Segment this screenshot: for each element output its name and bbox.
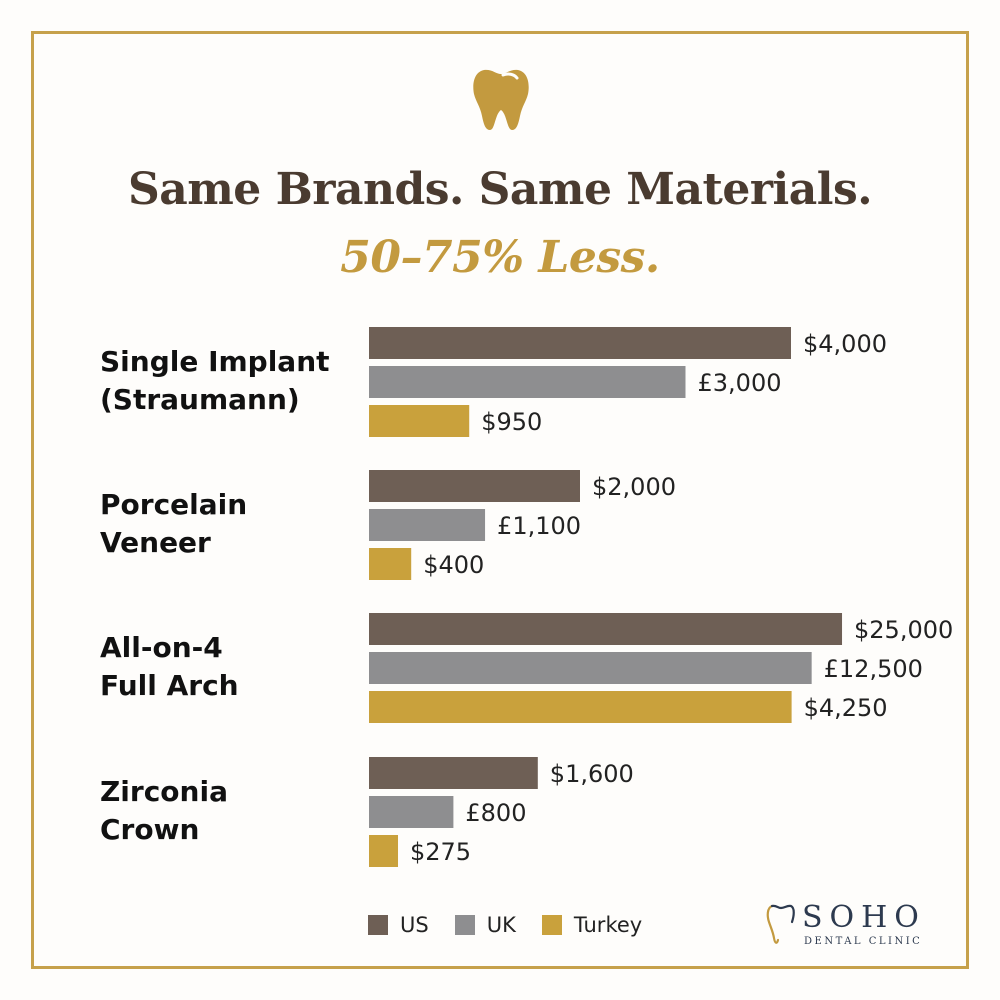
value-label-zirconia-crown-uk: £800 [465,799,526,827]
chart-subtitle: 50–75% Less. [340,232,660,283]
bar-single-implant-us [369,327,791,359]
value-label-all-on-4-us: $25,000 [854,616,953,644]
value-label-porcelain-veneer-turkey: $400 [423,551,484,579]
legend-swatch-us [368,915,388,935]
category-label-line: All-on-4 [100,631,223,664]
logo-subtitle: DENTAL CLINIC [804,936,923,947]
gold-border-frame [31,31,969,969]
category-label-line: Crown [100,813,199,846]
bar-zirconia-crown-turkey [369,835,399,867]
bar-single-implant-uk [369,366,686,398]
legend-label-turkey: Turkey [573,913,643,937]
bar-single-implant-turkey [369,405,470,437]
legend-item-us: US [368,913,429,937]
legend-item-turkey: Turkey [541,913,643,937]
category-label-zirconia-crown: Zirconia Crown [100,775,228,846]
category-label-single-implant: Single Implant (Straumann) [100,345,330,416]
category-label-all-on-4: All-on-4 Full Arch [100,631,239,702]
value-label-zirconia-crown-us: $1,600 [550,760,634,788]
category-label-line: Zirconia [100,775,228,808]
category-label-line: Porcelain [100,488,247,521]
soho-dental-logo: SOHO DENTAL CLINIC [764,900,954,950]
value-label-zirconia-crown-turkey: $275 [410,838,471,866]
category-label-line: Full Arch [100,669,239,702]
tooth-icon [473,69,529,130]
bar-zirconia-crown-us [369,757,538,789]
bar-porcelain-veneer-us [369,470,580,502]
value-label-porcelain-veneer-us: $2,000 [592,473,676,501]
chart-title: Same Brands. Same Materials. [127,164,873,215]
value-label-all-on-4-turkey: $4,250 [804,694,888,722]
bar-all-on-4-turkey [369,691,792,723]
bar-zirconia-crown-uk [369,796,454,828]
category-label-line: Veneer [100,526,211,559]
bar-porcelain-veneer-uk [369,509,486,541]
value-label-porcelain-veneer-uk: £1,100 [497,512,581,540]
chart-legend: US UK Turkey [368,913,668,937]
legend-swatch-turkey [541,915,562,935]
tooth-outline-icon [766,904,795,944]
legend-swatch-uk [454,915,475,935]
category-label-porcelain-veneer: Porcelain Veneer [100,488,247,559]
legend-label-us: US [400,913,429,937]
category-label-line: Single Implant [100,345,330,378]
legend-item-uk: UK [454,913,516,937]
logo-name: SOHO [802,900,926,935]
value-label-single-implant-turkey: $950 [481,408,542,436]
legend-label-uk: UK [486,913,516,937]
value-label-single-implant-uk: £3,000 [698,369,782,397]
bar-all-on-4-uk [369,652,812,684]
bar-all-on-4-us [369,613,843,645]
category-label-line: (Straumann) [100,383,300,416]
value-label-single-implant-us: $4,000 [803,330,887,358]
bar-porcelain-veneer-turkey [369,548,412,580]
value-label-all-on-4-uk: £12,500 [824,655,923,683]
